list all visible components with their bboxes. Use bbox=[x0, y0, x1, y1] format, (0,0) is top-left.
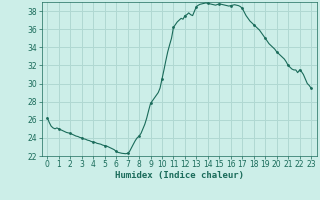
X-axis label: Humidex (Indice chaleur): Humidex (Indice chaleur) bbox=[115, 171, 244, 180]
